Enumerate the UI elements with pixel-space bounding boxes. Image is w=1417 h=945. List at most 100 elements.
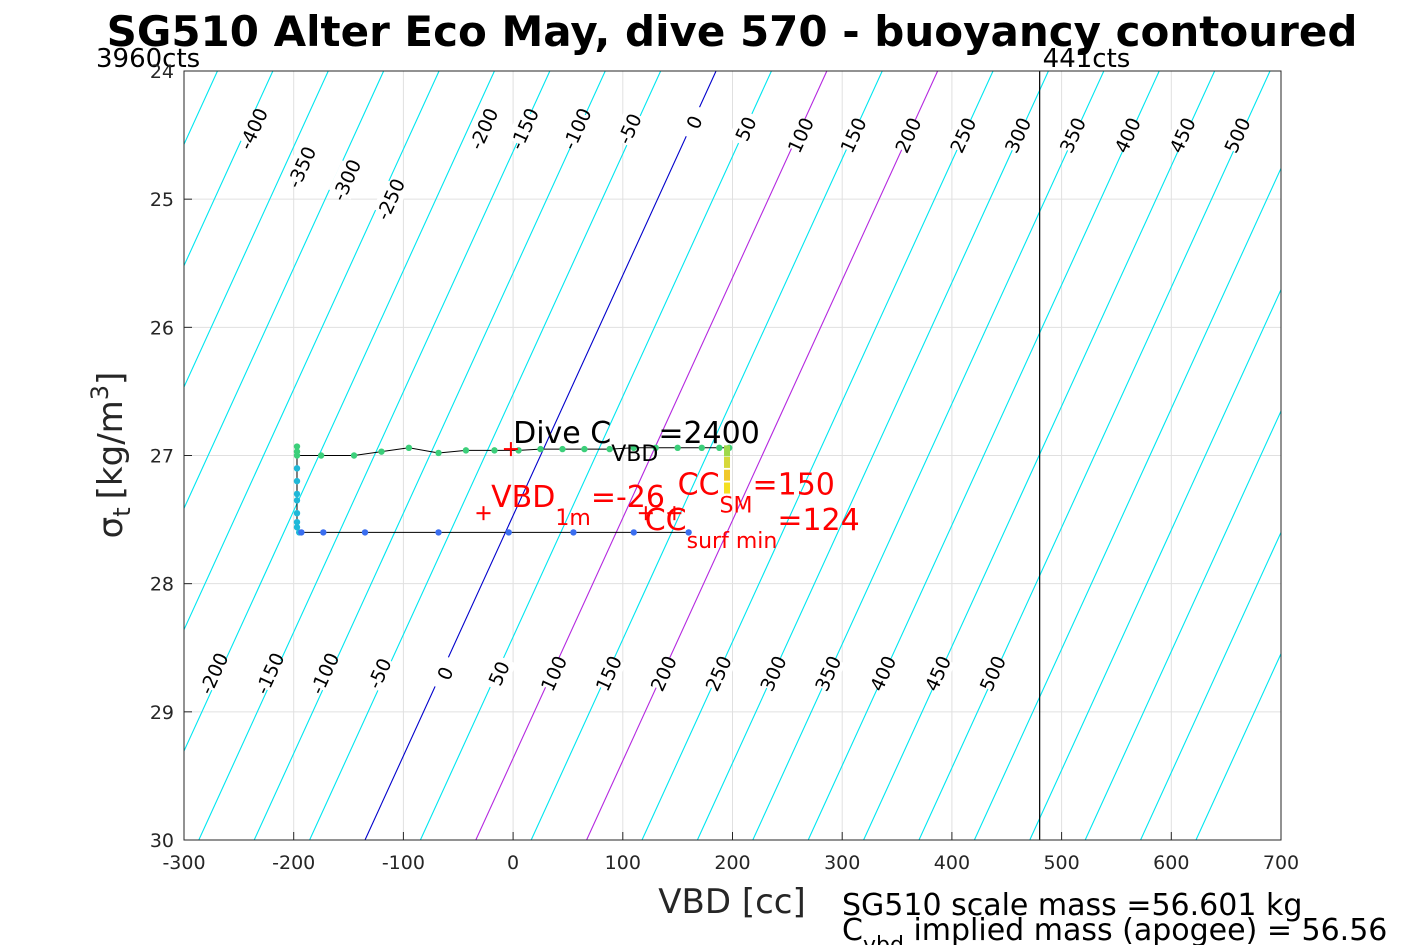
vbd-limit-label: 441cts bbox=[1043, 44, 1131, 74]
bottom-point bbox=[570, 529, 577, 536]
contour-label-bg bbox=[865, 653, 901, 693]
buoyancy-contour bbox=[1084, 409, 1281, 840]
buoyancy-contour bbox=[1195, 652, 1281, 840]
contour-label-bg bbox=[306, 653, 342, 693]
buoyancy-contour bbox=[752, 71, 1105, 840]
annotation-sub: VBD bbox=[611, 442, 658, 467]
x-tick-label: -100 bbox=[382, 852, 425, 874]
contour-label-bg bbox=[700, 653, 736, 693]
buoyancy-contour bbox=[918, 71, 1271, 840]
x-tick-label: 700 bbox=[1263, 852, 1299, 874]
buoyancy-contour bbox=[475, 71, 828, 840]
buoyancy-contour bbox=[419, 71, 772, 840]
contour-label-top: 400 bbox=[1111, 114, 1146, 156]
contour-label-bg bbox=[506, 109, 542, 149]
descent-point bbox=[293, 509, 301, 517]
contour-label-bg bbox=[755, 653, 791, 693]
contour-label-bg bbox=[465, 109, 502, 149]
annotation-sub: 1m bbox=[555, 506, 590, 531]
ascent-tail-point bbox=[724, 445, 731, 457]
contour-label-bg bbox=[835, 115, 871, 155]
bottom-point bbox=[630, 529, 637, 536]
bottom-point bbox=[435, 529, 442, 536]
dive-point bbox=[698, 444, 705, 452]
descent-point bbox=[293, 497, 301, 504]
buoyancy-contour bbox=[973, 167, 1281, 840]
contour-label-bottom: 150 bbox=[592, 653, 627, 695]
buoyancy-contour bbox=[364, 71, 717, 840]
descent-point bbox=[293, 477, 301, 485]
y-tick-label: 29 bbox=[150, 702, 174, 724]
annotation-sub: SM bbox=[720, 493, 753, 518]
svg-text:σt[kg/m3]: σt [kg/m3] bbox=[86, 372, 136, 539]
y-tick-label: 28 bbox=[150, 574, 174, 596]
contour-label-bg bbox=[1219, 115, 1255, 155]
contour-label-bg bbox=[1000, 115, 1036, 155]
contour-label-bg bbox=[611, 109, 647, 149]
ascent-tail-point bbox=[724, 482, 731, 494]
buoyancy-contour bbox=[0, 71, 162, 840]
contour-label-bottom: 250 bbox=[702, 653, 737, 695]
dive-point bbox=[606, 445, 613, 453]
footer-sub: vbd bbox=[863, 933, 904, 945]
contour-label-bg bbox=[890, 115, 926, 155]
contour-label-bg bbox=[328, 160, 364, 200]
contour-label-bottom: 350 bbox=[811, 653, 846, 695]
buoyancy-contour bbox=[0, 71, 51, 840]
contour-label-bg bbox=[283, 147, 319, 187]
annotation-main: CC bbox=[645, 503, 687, 538]
buoyancy-contour bbox=[198, 71, 551, 840]
contour-label-bg bbox=[559, 109, 595, 149]
x-tick-label: 400 bbox=[934, 852, 970, 874]
dive-point bbox=[350, 452, 358, 459]
dive-point bbox=[462, 447, 470, 454]
footer-implied-mass: Cvbd implied mass (apogee) = 56.56 bbox=[842, 913, 1387, 945]
y-axis-label-units: [kg/m bbox=[91, 400, 131, 499]
dive-point bbox=[581, 445, 588, 453]
contour-label-bottom: 300 bbox=[756, 653, 791, 695]
contour-label-bg bbox=[676, 102, 712, 142]
contour-label-bg bbox=[481, 653, 517, 693]
y-axis-label-close: ] bbox=[91, 372, 131, 385]
annotation-sub: surf min bbox=[687, 529, 778, 554]
x-tick-label: 600 bbox=[1153, 852, 1189, 874]
annotation: CCSM=150 bbox=[678, 467, 835, 518]
x-tick-label: 200 bbox=[714, 852, 750, 874]
bottom-point bbox=[320, 529, 327, 536]
contour-label-bg bbox=[196, 653, 232, 693]
dive-point bbox=[405, 444, 413, 452]
annotation-value: =-26 bbox=[591, 480, 665, 515]
contour-labels: -400-350 -300 -250-200 -150 -100 -50 0 50 100 150… bbox=[196, 102, 1256, 698]
y-axis-label-sup: 3 bbox=[86, 385, 114, 400]
y-tick-label: 30 bbox=[150, 830, 174, 852]
y-tick-label: 25 bbox=[150, 189, 174, 211]
contour-label-bottom: 200 bbox=[647, 653, 682, 695]
buoyancy-contour bbox=[184, 71, 385, 510]
dive-point bbox=[537, 445, 544, 453]
y-tick-label: 26 bbox=[150, 317, 174, 339]
annotation-main: CC bbox=[678, 467, 720, 502]
contour-label-bg bbox=[361, 653, 397, 693]
contour-label-top: 100 bbox=[784, 114, 819, 156]
footer: SG510 scale mass =56.601 kgCvbd implied … bbox=[842, 888, 1387, 945]
y-tick-label: 27 bbox=[150, 446, 174, 468]
dive-point bbox=[435, 449, 442, 457]
buoyancy-contour bbox=[309, 71, 662, 840]
y-axis-label-sigma: σ bbox=[91, 517, 131, 539]
contour-label-top: -50 bbox=[614, 110, 647, 147]
bottom-point bbox=[505, 529, 512, 536]
buoyancy-contour bbox=[530, 71, 883, 840]
y-axis-label: σt [kg/m3] bbox=[86, 372, 136, 539]
descent-point bbox=[293, 518, 301, 526]
contour-label-bg bbox=[1109, 115, 1145, 155]
annotation-main: Dive C bbox=[513, 416, 611, 451]
bottom-point bbox=[685, 529, 692, 536]
buoyancy-contour bbox=[184, 71, 274, 267]
dive-point bbox=[559, 445, 566, 453]
annotation: CCsurf min=124 bbox=[645, 503, 860, 554]
x-axis-label: VBD [cc] bbox=[658, 882, 806, 922]
x-tick-label: 500 bbox=[1043, 852, 1079, 874]
contour-label-bg bbox=[536, 653, 572, 693]
